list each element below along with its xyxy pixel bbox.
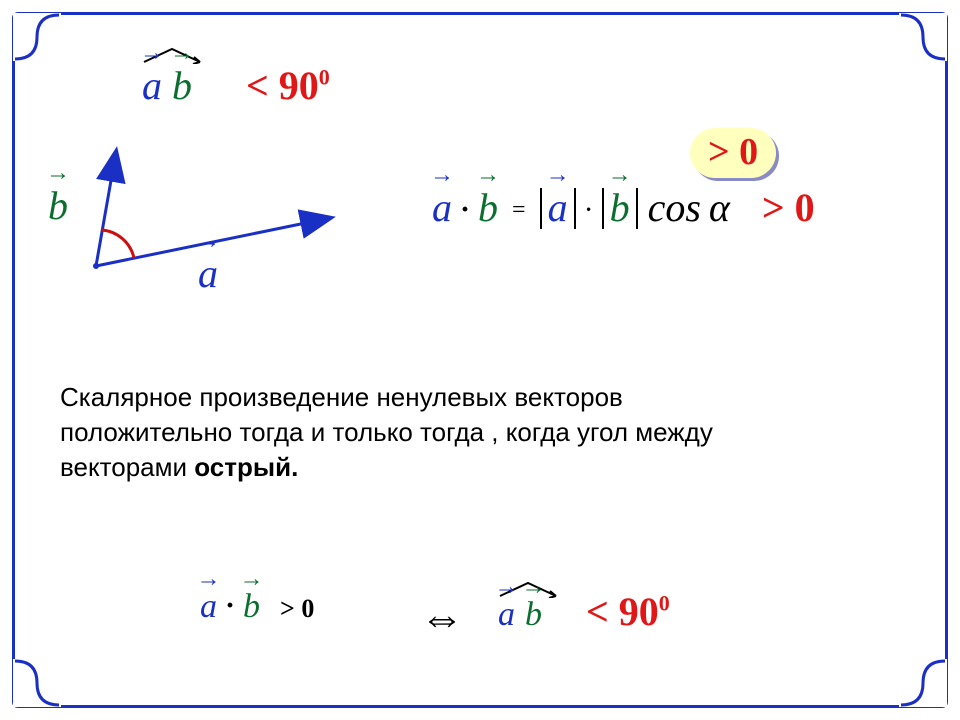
statement-bold: острый. [194,452,298,482]
ineq-lt-90: < 900 [586,589,670,634]
result-gt-0: > 0 [762,185,815,230]
ineq-sup: 0 [319,65,330,90]
pill-text: > 0 [690,128,776,178]
cos-label: cos [642,185,701,230]
alpha-symbol: α [705,185,730,230]
vec-a: a [432,184,452,231]
iff-glyph: ⇔ [420,592,464,643]
vec-a: a [200,588,217,626]
ineq-sup: 0 [659,591,670,616]
iff-symbol: ⇔ [420,586,464,637]
vec-a: a [142,62,162,109]
ineq-text: < 90 [586,589,659,634]
statement-line: Скалярное произведение ненулевых векторо… [60,380,900,415]
vec-a: a [198,250,218,297]
ineq-text: < 90 [246,63,319,108]
cos-sign-pill: > 0 [690,128,776,178]
statement-text: Скалярное произведение ненулевых векторо… [60,380,900,485]
ineq-lt-90: < 900 [246,63,330,108]
top-angle-expr: a b < 900 [142,62,330,109]
corner-tr [899,13,947,61]
diagram-a-label: a [198,250,218,297]
vec-b: b [243,588,260,626]
statement-line: положительно тогда и только тогда , когд… [60,415,900,450]
dot-operator: · [456,193,474,226]
vec-b: b [610,184,630,231]
equivalence-right: a b < 900 [498,588,670,635]
vec-b: b [172,62,192,109]
slide-frame [12,12,948,708]
equivalence-left: a · b > 0 [200,588,314,626]
statement-line: векторами острый. [60,450,900,485]
dot-product-formula: a · b = a · b cos α > 0 [432,184,815,231]
vec-a: a [498,596,515,634]
vec-b: b [478,184,498,231]
dot-operator: · [580,193,598,226]
vec-a: a [548,184,568,231]
dot-operator: · [221,589,239,622]
statement-frag: векторами [60,452,194,482]
corner-bl [13,659,61,707]
corner-br [899,659,947,707]
equals: = [502,197,536,223]
corner-tl [13,13,61,61]
gt-0: > 0 [280,594,314,623]
vec-b: b [48,182,68,229]
vec-b: b [525,596,542,634]
diagram-b-label: b [48,182,68,229]
